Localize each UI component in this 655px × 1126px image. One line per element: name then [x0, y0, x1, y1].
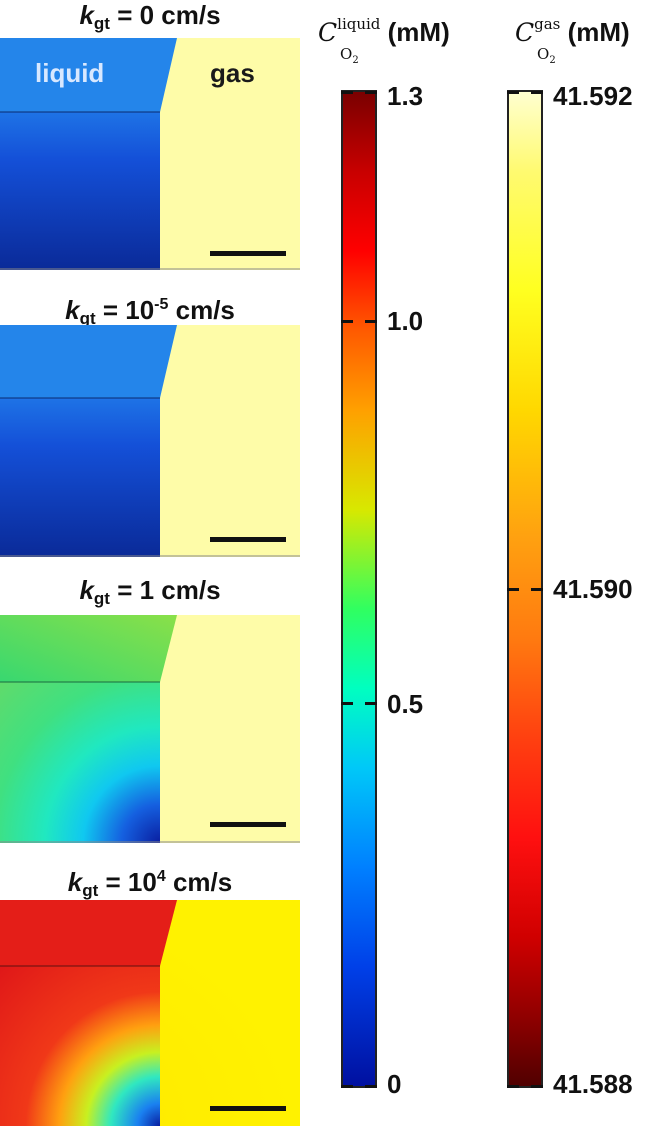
colorbar-gas-tick: [531, 1084, 543, 1088]
colorbar-gas-tick-label: 41.592: [553, 81, 633, 111]
colorbar-gas-tick-label: 41.590: [553, 574, 633, 604]
scale-bar: [210, 251, 286, 256]
scale-bar: [210, 1106, 286, 1111]
colorbar-liquid-tick: [365, 702, 377, 706]
colorbar-liquid-tick-label: 0: [387, 1069, 402, 1099]
colorbar-liquid-tick-label: 1.0: [387, 306, 424, 337]
colorbar-liquid-title: Cliquid O2 (mM): [318, 15, 450, 66]
colorbar-liquid-tick: [341, 1084, 353, 1088]
scale-bar: [210, 537, 286, 542]
simulation-panel-2: [0, 325, 300, 557]
colorbar-gas-tick-label: 41.588: [553, 1069, 633, 1099]
liquid-label: liquid: [35, 58, 105, 88]
gas-label: gas: [210, 58, 255, 88]
colorbar-liquid-tick: [341, 90, 353, 94]
liquid-top-region: [0, 38, 177, 112]
colorbar-liquid: [341, 90, 377, 1088]
colorbar-gas-tick: [531, 90, 543, 94]
colorbar-liquid-tick-label: 1.3: [387, 81, 424, 111]
colorbar-gas-tick: [507, 1084, 519, 1088]
liquid-bottom-region: [0, 112, 160, 270]
colorbar-gas-tick: [531, 587, 543, 591]
panel-title-1: kgt = 0 cm/s: [79, 0, 221, 33]
colorbar-liquid-tick: [341, 702, 353, 706]
panel-title-3: kgt = 1 cm/s: [79, 575, 221, 608]
colorbar-liquid-tick: [341, 319, 353, 323]
colorbar-liquid-tick: [365, 1084, 377, 1088]
colorbar-gas-tick: [507, 587, 519, 591]
colorbar-liquid-tick: [365, 90, 377, 94]
colorbar-liquid-tick: [365, 319, 377, 323]
simulation-panel-1: liquid gas: [0, 38, 300, 270]
colorbar-liquid-tick-label: 0.5: [387, 688, 424, 719]
panel-title-2: kgt = 10-5 cm/s: [65, 295, 235, 328]
panel-title-4: kgt = 104 cm/s: [67, 867, 233, 900]
scale-bar: [210, 822, 286, 827]
simulation-panel-3: [0, 615, 300, 843]
colorbar-gas-tick: [507, 90, 519, 94]
simulation-panel-4: [0, 900, 300, 1126]
colorbar-gas-title: Cgas O2 (mM): [515, 15, 630, 66]
